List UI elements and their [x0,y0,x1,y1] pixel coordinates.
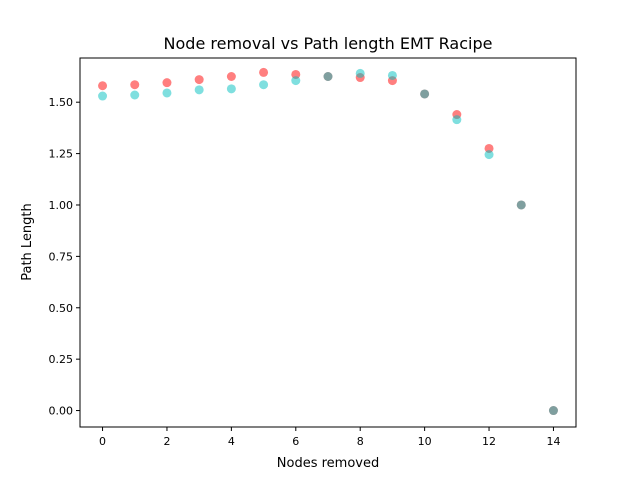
x-axis-label: Nodes removed [277,456,379,471]
data-point-series-2 [194,85,204,95]
data-point-series-2 [162,88,172,98]
data-point-series-2 [452,115,462,125]
data-point-series-1 [291,69,301,79]
x-tick-label: 12 [482,435,496,448]
data-point-series-2 [548,406,558,416]
x-tick-label: 2 [163,435,170,448]
data-point-series-2 [420,89,430,99]
y-tick-label: 0.50 [49,302,74,315]
data-point-series-1 [162,78,172,88]
x-axis-ticks: 0 2 4 6 8 10 12 14 [99,427,560,448]
data-point-series-2 [130,90,140,100]
y-axis-ticks: 0.00 0.25 0.50 0.75 1.00 1.25 1.50 [49,96,80,418]
plot-area-frame [79,57,577,428]
data-point-series-1 [484,143,494,153]
data-points [98,67,558,416]
y-axis-label: Path Length [20,203,35,281]
x-tick-label: 6 [292,435,299,448]
data-point-series-2 [323,72,333,81]
data-point-series-1 [194,75,204,85]
data-point-series-2 [387,70,397,80]
data-point-series-2 [484,150,494,160]
x-tick-label: 0 [99,435,106,448]
data-point-series-2 [291,76,301,86]
data-point-series-1 [130,80,140,90]
data-point-series-1 [226,72,236,81]
chart-title: Node removal vs Path length EMT Racipe [164,34,493,53]
data-point-series-2 [259,80,269,90]
y-tick-label: 1.50 [49,96,74,109]
x-tick-label: 14 [546,435,560,448]
data-point-series-2 [98,91,108,101]
y-tick-label: 0.75 [49,250,74,263]
data-point-series-1 [98,81,108,91]
data-point-series-2 [355,68,365,78]
y-tick-label: 0.25 [49,353,74,366]
x-tick-label: 8 [357,435,364,448]
y-tick-label: 0.00 [49,405,74,418]
y-tick-label: 1.25 [49,148,74,161]
data-point-series-1 [259,67,269,77]
y-tick-label: 1.00 [49,199,74,212]
x-tick-label: 10 [418,435,432,448]
data-point-series-2 [226,84,236,94]
x-tick-label: 4 [228,435,235,448]
data-point-series-2 [516,200,526,210]
